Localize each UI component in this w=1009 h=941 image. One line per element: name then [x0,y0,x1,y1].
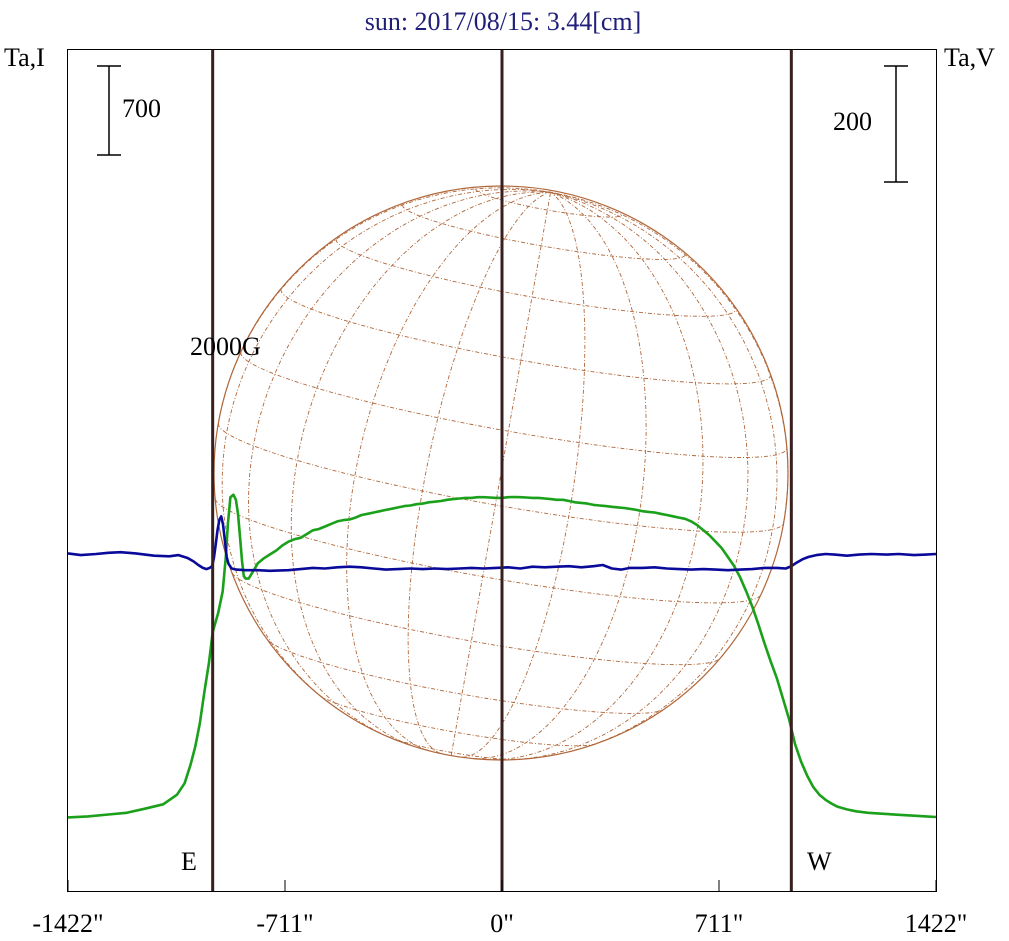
x-tick-label: 0" [490,909,514,938]
west-limb-label: W [807,847,832,876]
east-limb-label: E [181,847,197,876]
disk-grid-parallel [280,289,771,385]
right-axis-label: Ta,V [944,43,995,72]
x-tick-label: -711" [256,909,313,938]
disk-grid-meridian [407,191,551,754]
scale-bar-right-label: 200 [833,107,872,136]
disk-grid-meridian [515,191,749,761]
disk-grid-parallel [335,239,737,317]
x-tick-label: -1422" [32,909,103,938]
disk-grid-parallel [319,694,596,747]
disk-grid-meridian [473,191,647,760]
disk-grid-meridian [290,191,551,746]
disk-grid-meridian [248,190,551,738]
disk-grid-meridian [217,187,551,424]
disk-grid-parallel [217,423,785,533]
disk-grid-meridian [450,192,551,756]
disk-grid-parallel [214,499,761,604]
chart-title: sun: 2017/08/15: 3.44[cm] [365,7,642,36]
x-tick-label: 711" [695,909,744,938]
disk-grid-meridian [462,191,586,758]
disk-grid-meridian [346,191,551,752]
scale-bar-right [884,65,908,183]
disk-grid-meridian [550,191,789,523]
x-tick-label: 1422" [905,909,968,938]
scale-bar-left [97,65,121,156]
plot-frame [67,49,937,892]
intensity-series-line [67,493,937,819]
disk-grid-parallel [240,352,788,458]
left-axis-label: Ta,I [4,43,45,72]
polarization-series-line [67,515,937,573]
disk-grid-meridian [221,188,551,714]
disk-grid-meridian [493,191,704,761]
disk-grid-parallel [231,573,720,666]
field-strength-annotation: 2000G [190,332,261,361]
disk-grid-parallel [267,639,663,714]
scale-bar-left-label: 700 [122,94,161,123]
disk-grid-meridian [550,191,778,753]
